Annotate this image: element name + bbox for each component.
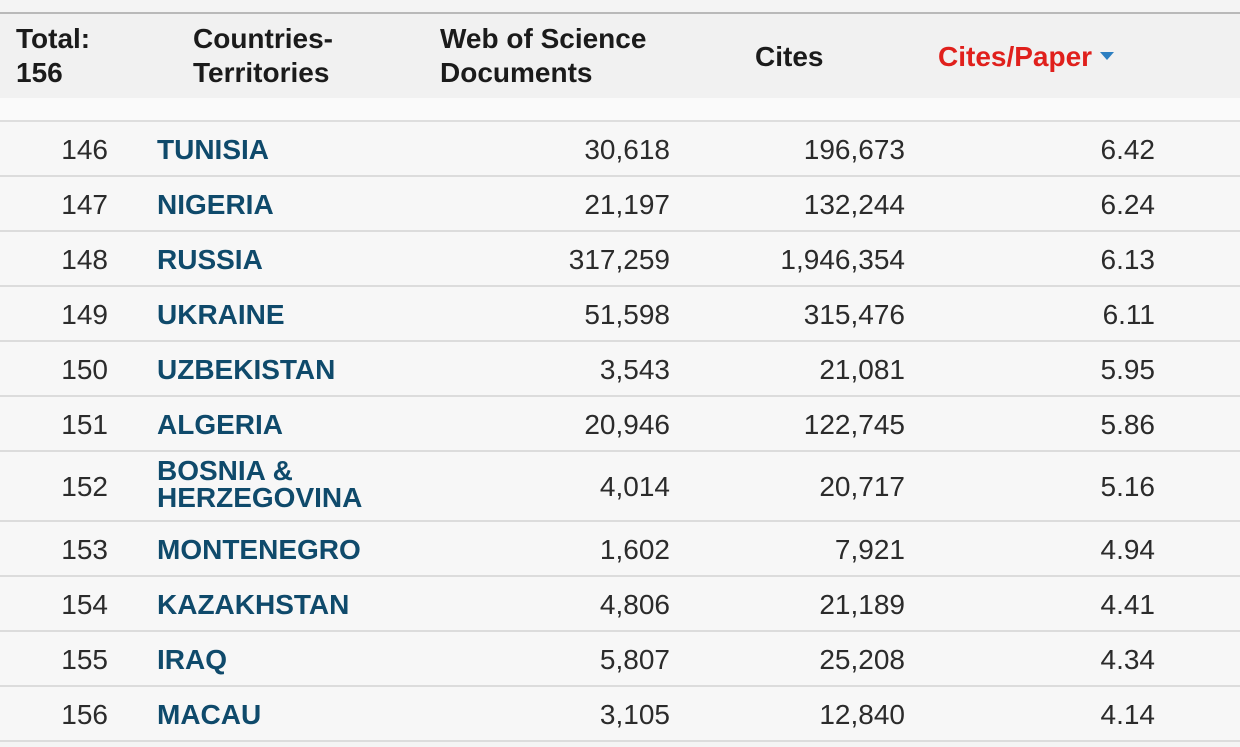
table-header: Total: 156 Countries- Territories Web of… <box>0 14 1240 98</box>
header-wos-documents[interactable]: Web of Science Documents <box>440 22 670 90</box>
documents-cell: 51,598 <box>584 299 670 330</box>
country-link[interactable]: MACAU <box>157 699 262 730</box>
header-cites[interactable]: Cites <box>755 41 824 72</box>
cites-per-paper-cell: 4.34 <box>1100 644 1156 675</box>
table-row: 148 RUSSIA 317,259 1,946,354 6.13 <box>0 232 1240 287</box>
rank-cell: 149 <box>61 299 108 330</box>
cites-cell: 1,946,354 <box>780 244 905 275</box>
cites-per-paper-cell: 6.24 <box>1100 189 1156 220</box>
rank-cell: 146 <box>61 134 108 165</box>
cites-cell: 315,476 <box>803 299 905 330</box>
table-row: 151 ALGERIA 20,946 122,745 5.86 <box>0 397 1240 452</box>
cites-per-paper-cell: 6.13 <box>1100 244 1156 275</box>
table-row: 150 UZBEKISTAN 3,543 21,081 5.95 <box>0 342 1240 397</box>
cites-per-paper-cell: 4.41 <box>1100 589 1156 620</box>
documents-cell: 3,543 <box>599 354 670 385</box>
table-top-border <box>0 12 1240 14</box>
rank-cell: 147 <box>61 189 108 220</box>
documents-cell: 1,602 <box>599 534 670 565</box>
table-row: 154 KAZAKHSTAN 4,806 21,189 4.41 <box>0 577 1240 632</box>
cites-cell: 132,244 <box>803 189 905 220</box>
table-row: 147 NIGERIA 21,197 132,244 6.24 <box>0 177 1240 232</box>
country-link-line2: HERZEGOVINA <box>157 482 363 513</box>
rank-cell: 151 <box>61 409 108 440</box>
header-cites-per-paper-label: Cites/Paper <box>938 41 1093 72</box>
cites-cell: 21,189 <box>819 589 905 620</box>
rank-cell: 155 <box>61 644 108 675</box>
cites-per-paper-cell: 4.94 <box>1100 534 1156 565</box>
country-link[interactable]: KAZAKHSTAN <box>157 589 350 620</box>
header-total: Total: 156 <box>16 22 90 90</box>
header-countries-line1: Countries- <box>193 23 333 54</box>
header-countries-territories[interactable]: Countries- Territories <box>193 22 353 90</box>
documents-cell: 4,014 <box>599 471 670 502</box>
cites-cell: 20,717 <box>819 471 905 502</box>
documents-cell: 30,618 <box>584 134 670 165</box>
rank-cell: 148 <box>61 244 108 275</box>
cites-cell: 21,081 <box>819 354 905 385</box>
cites-per-paper-cell: 5.16 <box>1100 471 1156 502</box>
documents-cell: 20,946 <box>584 409 670 440</box>
header-divider <box>0 120 1240 122</box>
cites-per-paper-cell: 4.14 <box>1100 699 1156 730</box>
table-row: 146 TUNISIA 30,618 196,673 6.42 <box>0 122 1240 177</box>
cites-cell: 12,840 <box>819 699 905 730</box>
country-link[interactable]: MONTENEGRO <box>157 534 361 565</box>
header-wos-line2: Documents <box>440 57 593 88</box>
sort-descending-icon[interactable] <box>1100 51 1115 60</box>
country-link-line1: BOSNIA & <box>157 455 293 486</box>
cites-cell: 7,921 <box>834 534 905 565</box>
rank-cell: 153 <box>61 534 108 565</box>
table-row: 155 IRAQ 5,807 25,208 4.34 <box>0 632 1240 687</box>
country-link[interactable]: RUSSIA <box>157 244 263 275</box>
country-link[interactable]: UZBEKISTAN <box>157 354 336 385</box>
cites-per-paper-cell: 5.95 <box>1100 354 1156 385</box>
rank-cell: 152 <box>61 471 108 502</box>
table-row: 156 MACAU 3,105 12,840 4.14 <box>0 687 1240 742</box>
documents-cell: 21,197 <box>584 189 670 220</box>
cites-cell: 122,745 <box>803 409 905 440</box>
cites-per-paper-cell: 6.11 <box>1102 299 1155 330</box>
country-link[interactable]: UKRAINE <box>157 299 285 330</box>
cites-per-paper-cell: 5.86 <box>1100 409 1156 440</box>
header-countries-line2: Territories <box>193 57 330 88</box>
documents-cell: 4,806 <box>599 589 670 620</box>
cites-cell: 25,208 <box>819 644 905 675</box>
documents-cell: 317,259 <box>568 244 670 275</box>
table-row: 153 MONTENEGRO 1,602 7,921 4.94 <box>0 522 1240 577</box>
rank-cell: 150 <box>61 354 108 385</box>
total-count: 156 <box>16 57 63 88</box>
country-link[interactable]: TUNISIA <box>157 134 269 165</box>
country-link[interactable]: NIGERIA <box>157 189 274 220</box>
country-link[interactable]: ALGERIA <box>157 409 283 440</box>
documents-cell: 3,105 <box>599 699 670 730</box>
country-link[interactable]: BOSNIA & HERZEGOVINA <box>157 455 417 513</box>
table-row: 149 UKRAINE 51,598 315,476 6.11 <box>0 287 1240 342</box>
header-spacer <box>0 98 1240 120</box>
cites-per-paper-cell: 6.42 <box>1100 134 1156 165</box>
table-row: 152 BOSNIA & HERZEGOVINA 4,014 20,717 5.16 <box>0 452 1240 522</box>
header-wos-line1: Web of Science <box>440 23 647 54</box>
total-label: Total: <box>16 23 91 54</box>
documents-cell: 5,807 <box>599 644 670 675</box>
rank-cell: 156 <box>61 699 108 730</box>
header-cites-per-paper[interactable]: Cites/Paper <box>938 40 1115 74</box>
cites-cell: 196,673 <box>803 134 905 165</box>
rank-cell: 154 <box>61 589 108 620</box>
country-link[interactable]: IRAQ <box>157 644 227 675</box>
